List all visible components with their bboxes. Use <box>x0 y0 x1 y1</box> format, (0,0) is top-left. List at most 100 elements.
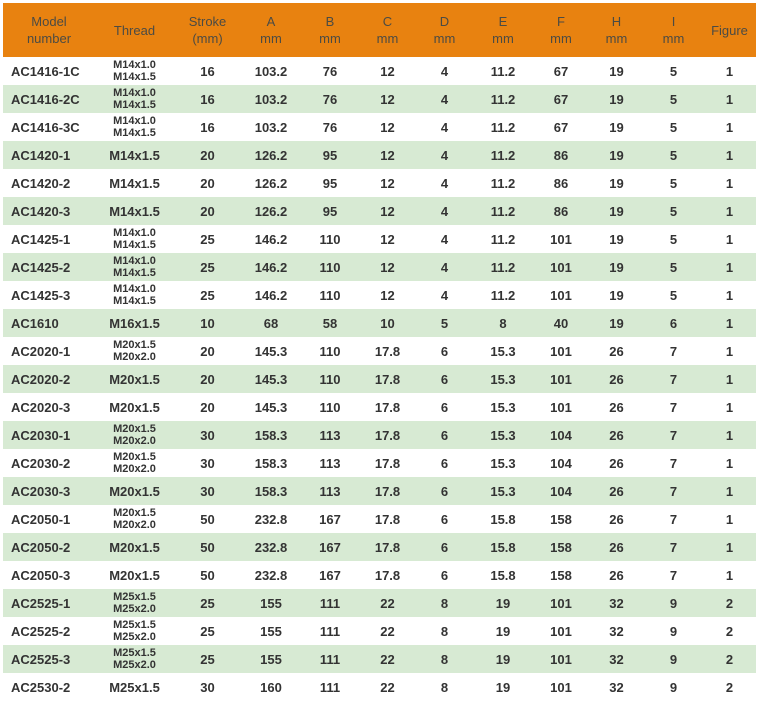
cell-b: 110 <box>319 287 341 303</box>
thread-line: M20x2.0 <box>113 435 156 447</box>
cell-thread: M25x1.5 M25x2.0 <box>95 645 174 673</box>
cell-h: 26 <box>609 483 624 499</box>
col-header-stroke: Stroke (mm) <box>174 3 241 57</box>
cell-i: 5 <box>669 175 678 191</box>
thread-line: M14x1.0 <box>113 87 156 99</box>
cell-f: 101 <box>550 399 572 415</box>
cell-c: 12 <box>380 231 395 247</box>
cell-c: 12 <box>380 259 395 275</box>
cell-h: 26 <box>609 455 624 471</box>
cell-c: 12 <box>380 119 395 135</box>
cell-model: AC2530-2 <box>11 679 71 695</box>
cell-h: 26 <box>609 371 624 387</box>
cell-e: 11.2 <box>490 287 516 303</box>
cell-f: 101 <box>550 679 572 695</box>
cell-h: 32 <box>609 679 624 695</box>
cell-model: AC1416-1C <box>11 63 80 79</box>
cell-figure: 2 <box>725 595 734 611</box>
cell-c: 12 <box>380 287 395 303</box>
cell-stroke: 30 <box>200 455 215 471</box>
cell-thread: M20x1.5 M20x2.0 <box>95 421 174 449</box>
cell-i: 7 <box>669 567 678 583</box>
cell-figure: 1 <box>725 567 734 583</box>
cell-h: 26 <box>609 511 624 527</box>
cell-figure: 1 <box>725 231 734 247</box>
header-line: Stroke <box>188 14 227 29</box>
cell-thread: M25x1.5 M25x2.0 <box>95 617 174 645</box>
thread-line: M25x2.0 <box>113 659 156 671</box>
cell-i: 7 <box>669 539 678 555</box>
table-row: AC1420-3 M14x1.5 20 126.2 95 12 4 11.2 8… <box>3 197 756 225</box>
thread-line: M20x1.5 <box>113 507 156 519</box>
cell-a: 160 <box>260 679 282 695</box>
cell-model: AC2050-1 <box>11 511 71 527</box>
table-row: AC1610 M16x1.5 10 68 58 10 5 8 40 19 6 1 <box>3 309 756 337</box>
cell-e: 11.2 <box>490 175 516 191</box>
table-row: AC1420-1 M14x1.5 20 126.2 95 12 4 11.2 8… <box>3 141 756 169</box>
header-line: H <box>611 14 622 29</box>
cell-i: 5 <box>669 91 678 107</box>
cell-h: 32 <box>609 623 624 639</box>
cell-c: 22 <box>380 595 395 611</box>
cell-a: 145.3 <box>254 343 288 359</box>
cell-model: AC2020-1 <box>11 343 71 359</box>
thread-line: M14x1.0 <box>113 283 156 295</box>
thread-line: M20x1.5 <box>109 371 160 387</box>
table-row: AC2050-1 M20x1.5 M20x2.0 50 232.8 167 17.… <box>3 505 756 533</box>
thread-line: M14x1.0 <box>113 59 156 71</box>
header-line: mm <box>433 31 456 46</box>
cell-a: 155 <box>260 623 282 639</box>
cell-stroke: 16 <box>200 119 215 135</box>
thread-line: M14x1.5 <box>113 99 156 111</box>
cell-stroke: 20 <box>200 371 215 387</box>
col-header-model: Model number <box>3 3 95 57</box>
cell-h: 32 <box>609 651 624 667</box>
cell-e: 15.3 <box>490 455 516 471</box>
thread-line: M20x2.0 <box>113 351 156 363</box>
cell-b: 95 <box>322 147 338 163</box>
table-row: AC2020-1 M20x1.5 M20x2.0 20 145.3 110 17.… <box>3 337 756 365</box>
cell-model: AC1425-3 <box>11 287 71 303</box>
cell-d: 6 <box>440 567 449 583</box>
cell-stroke: 25 <box>200 595 215 611</box>
thread-line: M14x1.5 <box>109 175 160 191</box>
cell-a: 145.3 <box>254 399 288 415</box>
header-line: I <box>671 14 676 29</box>
cell-a: 232.8 <box>254 539 288 555</box>
cell-d: 4 <box>440 119 449 135</box>
cell-thread: M25x1.5 M25x2.0 <box>95 589 174 617</box>
thread-line: M20x1.5 <box>109 567 160 583</box>
thread-line: M20x1.5 <box>109 483 160 499</box>
cell-i: 5 <box>669 287 678 303</box>
table-row: AC1416-1C M14x1.0 M14x1.5 16 103.2 76 12 … <box>3 57 756 85</box>
cell-figure: 1 <box>725 539 734 555</box>
cell-model: AC2020-3 <box>11 399 71 415</box>
header-line: mm <box>376 31 399 46</box>
table-row: AC2525-2 M25x1.5 M25x2.0 25 155 111 22 8 … <box>3 617 756 645</box>
cell-i: 7 <box>669 343 678 359</box>
cell-f: 67 <box>553 119 569 135</box>
cell-c: 17.8 <box>374 399 401 415</box>
cell-e: 15.8 <box>490 539 516 555</box>
cell-d: 6 <box>440 455 449 471</box>
header-line: B <box>325 14 335 29</box>
cell-f: 101 <box>550 343 572 359</box>
cell-a: 103.2 <box>254 91 288 107</box>
header-line: A <box>266 14 276 29</box>
cell-h: 19 <box>609 175 624 191</box>
thread-line: M14x1.0 <box>113 227 156 239</box>
cell-a: 126.2 <box>254 147 288 163</box>
table-row: AC2050-2 M20x1.5 50 232.8 167 17.8 6 15.… <box>3 533 756 561</box>
cell-model: AC1610 <box>11 315 59 331</box>
header-line: mm <box>319 31 341 46</box>
cell-model: AC2050-3 <box>11 567 71 583</box>
cell-figure: 1 <box>725 343 734 359</box>
cell-e: 11.2 <box>490 91 516 107</box>
cell-model: AC1425-1 <box>11 231 71 247</box>
